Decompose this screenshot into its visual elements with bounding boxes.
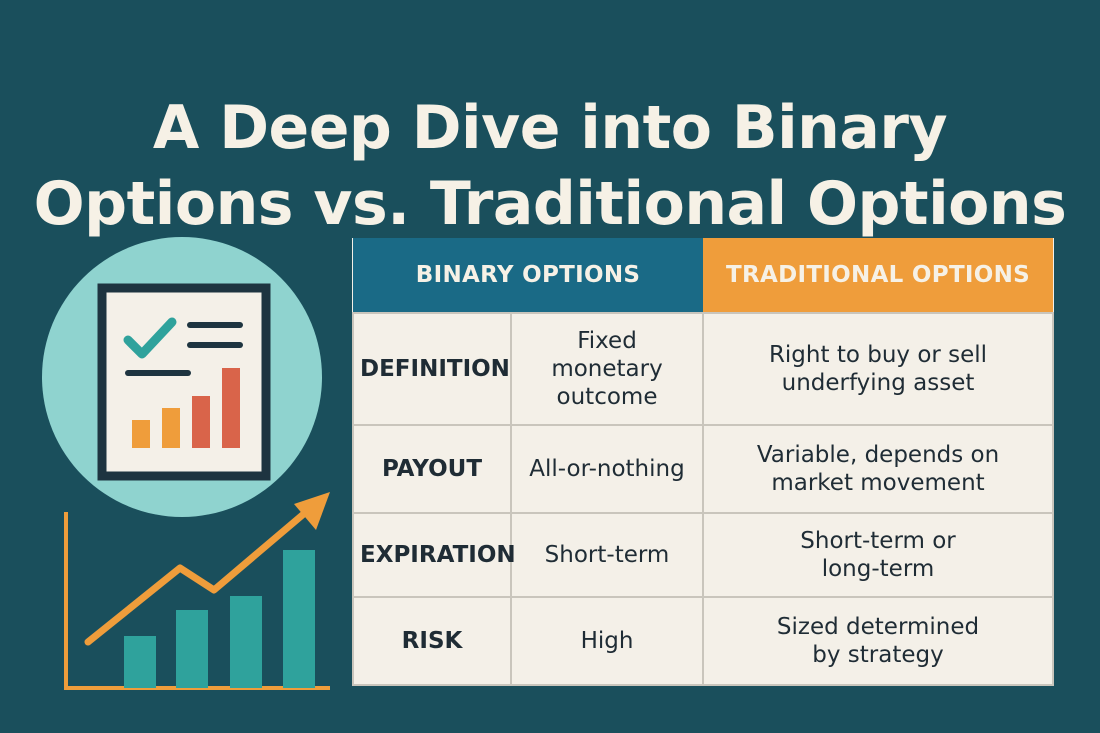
rising-arrow-chart-icon (64, 492, 330, 690)
page-title: A Deep Dive into Binary Options vs. Trad… (0, 90, 1100, 242)
table-row: DEFINITION Fixed monetary outcome Right … (352, 312, 1055, 426)
traditional-cell: Sized determined by strategy (702, 596, 1055, 686)
binary-cell: Short-term (509, 512, 705, 598)
traditional-cell: Right to buy or sell underfying asset (702, 312, 1055, 426)
table-row: EXPIRATION Short-term Short-term or long… (352, 512, 1055, 598)
header-traditional-options: TRADITIONAL OPTIONS (703, 238, 1054, 313)
document-icon (97, 283, 271, 481)
binary-cell: Fixed monetary outcome (509, 312, 705, 426)
table-row: PAYOUT All-or-nothing Variable, depends … (352, 424, 1055, 514)
checkmark-icon (123, 317, 177, 359)
illustration (42, 237, 330, 690)
title-line-1: A Deep Dive into Binary (152, 93, 948, 164)
bar-chart-icon (132, 368, 240, 448)
row-label-risk: RISK (352, 596, 512, 686)
table-row: RISK High Sized determined by strategy (352, 596, 1055, 686)
comparison-table: BINARY OPTIONS TRADITIONAL OPTIONS DEFIN… (352, 238, 1055, 686)
binary-cell: High (509, 596, 705, 686)
title-line-2: Options vs. Traditional Options (33, 169, 1067, 240)
row-label-definition: DEFINITION (352, 312, 512, 426)
traditional-cell: Short-term or long-term (702, 512, 1055, 598)
header-binary-options: BINARY OPTIONS (353, 238, 704, 313)
traditional-cell: Variable, depends on market movement (702, 424, 1055, 514)
row-label-payout: PAYOUT (352, 424, 512, 514)
row-label-expiration: EXPIRATION (352, 512, 516, 598)
binary-cell: All-or-nothing (509, 424, 705, 514)
